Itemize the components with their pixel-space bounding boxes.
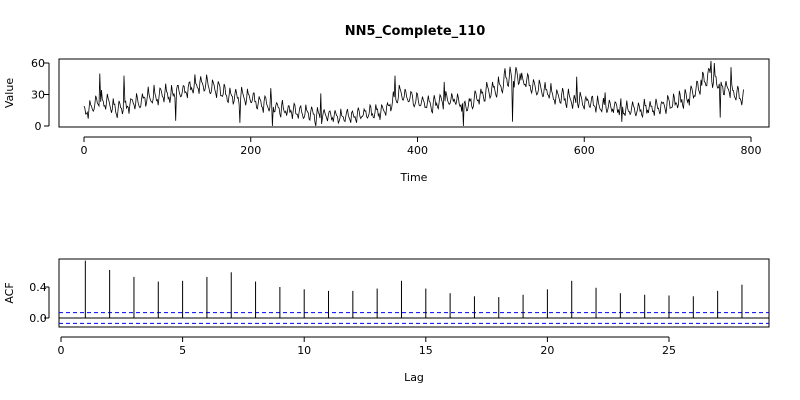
time-series-x-tick-label: 600 [574,144,595,157]
time-series-x-tick-label: 200 [240,144,261,157]
time-series-line [83,60,744,127]
acf-x-tick-label: 25 [662,344,676,357]
acf-y-axis: 0.0 0.4 [29,281,50,325]
acf-x-tick-label: 10 [297,344,311,357]
acf-confidence-band [59,312,769,324]
acf-x-axis: 0 5 10 15 20 25 [58,336,676,357]
time-series-y-label: Value [3,78,16,108]
time-series-y-tick-label: 60 [31,57,45,70]
time-series-y-tick-label: 30 [31,89,45,102]
acf-x-label: Lag [404,371,424,384]
time-series-y-axis: 0 30 60 [31,57,50,133]
acf-bars [84,260,743,318]
time-series-x-axis: 0 200 400 600 800 [81,136,762,157]
acf-panel: 0 5 10 15 20 25 0.0 0.4 Lag ACF [3,258,770,384]
acf-x-tick-label: 5 [179,344,186,357]
time-series-plot-box [58,58,770,128]
time-series-x-tick-label: 0 [81,144,88,157]
acf-x-tick-label: 20 [540,344,554,357]
acf-x-tick-label: 0 [58,344,65,357]
acf-y-tick-label: 0.4 [29,281,47,294]
acf-y-tick-label: 0.0 [29,312,47,325]
time-series-x-label: Time [400,171,428,184]
acf-x-tick-label: 15 [419,344,433,357]
time-series-y-tick-label: 0 [35,120,42,133]
time-series-x-tick-label: 800 [741,144,762,157]
time-series-panel: 0 200 400 600 800 0 30 60 Time Value [3,57,770,184]
time-series-x-tick-label: 400 [407,144,428,157]
acf-y-label: ACF [3,282,16,303]
acf-plot-box [58,258,770,328]
figure-title: NN5_Complete_110 [345,24,486,39]
